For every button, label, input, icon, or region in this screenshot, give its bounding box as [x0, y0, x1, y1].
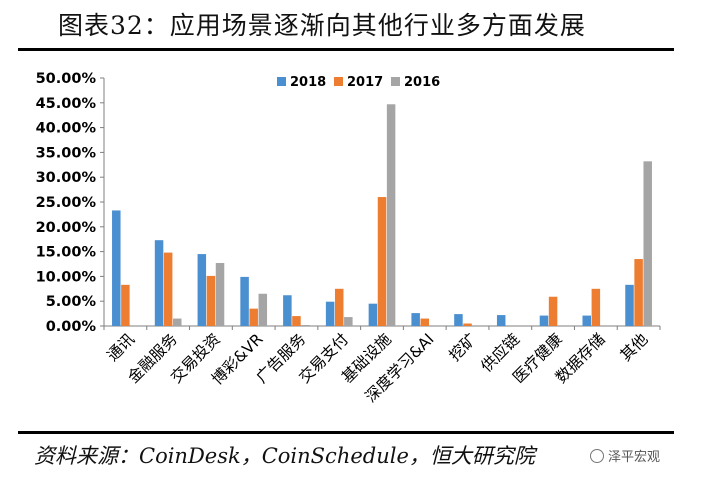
watermark: 泽平宏观: [590, 446, 660, 465]
y-tick-label: 45.00%: [36, 96, 97, 112]
watermark-label: 泽平宏观: [608, 450, 661, 465]
y-tick-label: 25.00%: [36, 195, 97, 211]
bars: [112, 104, 652, 327]
bar-2017: [121, 284, 130, 326]
bar-2018: [539, 315, 549, 326]
bar-2016: [344, 317, 353, 326]
y-tick-label: 0.00%: [46, 319, 97, 335]
bar-2018: [368, 303, 378, 326]
legend-swatch: [391, 77, 400, 86]
y-tick-label: 30.00%: [36, 170, 97, 186]
x-tick-label: 其他: [617, 330, 652, 365]
bar-2017: [591, 288, 601, 326]
y-tick-label: 40.00%: [36, 121, 97, 137]
bar-2017: [249, 308, 258, 326]
bar-2018: [582, 315, 591, 326]
bar-2017: [463, 323, 472, 326]
bar-2017: [292, 316, 301, 326]
legend-label: 2018: [290, 75, 326, 90]
wechat-icon: [590, 448, 604, 463]
figure-title: 图表32：应用场景逐渐向其他行业多方面发展: [58, 11, 586, 40]
bar-2018: [625, 284, 634, 326]
y-tick-label: 10.00%: [36, 269, 97, 285]
bar-2017: [377, 197, 387, 326]
y-tick-label: 50.00%: [36, 71, 97, 87]
bar-2018: [411, 313, 420, 326]
y-tick-label: 20.00%: [36, 220, 97, 236]
bar-2016: [386, 104, 396, 327]
bar-2017: [548, 296, 558, 326]
bottom-rule: [18, 431, 674, 434]
legend-swatch: [277, 77, 286, 86]
x-tick-label: 挖矿: [446, 330, 481, 365]
bar-2016: [643, 161, 652, 326]
bar-2016: [215, 263, 225, 326]
legend-label: 2017: [347, 75, 383, 90]
y-tick-label: 5.00%: [46, 294, 97, 310]
bar-2017: [420, 318, 430, 326]
x-tick-label: 通讯: [104, 330, 139, 365]
y-axis: 0.00% 5.00% 10.00% 15.00% 20.00% 25.00% 30.00%…: [36, 71, 105, 335]
bar-2018: [325, 301, 335, 326]
bar-2016: [173, 318, 182, 326]
bar-2018: [283, 295, 292, 326]
bar-2018: [197, 254, 207, 326]
y-tick-label: 35.00%: [36, 145, 97, 161]
legend-label: 2016: [404, 75, 440, 90]
top-rule: [18, 48, 674, 51]
bar-2018: [454, 314, 463, 326]
bar-2017: [334, 288, 344, 326]
legend-swatch: [334, 77, 343, 86]
bar-2016: [258, 293, 268, 326]
bar-2018: [496, 315, 506, 326]
bar-2018: [154, 240, 164, 326]
bar-2017: [634, 259, 643, 326]
legend: 2018 2017 2016: [277, 75, 440, 90]
bar-2017: [206, 275, 216, 326]
y-tick-label: 15.00%: [36, 245, 97, 261]
bar-2018: [112, 210, 121, 326]
source-note: 资料来源：CoinDesk，CoinSchedule，恒大研究院: [34, 444, 535, 468]
bar-2016: [301, 325, 310, 326]
bar-chart: 0.00% 5.00% 10.00% 15.00% 20.00% 25.00% 30.00%…: [36, 71, 661, 406]
bar-2017: [163, 252, 173, 326]
bar-2018: [240, 276, 249, 326]
